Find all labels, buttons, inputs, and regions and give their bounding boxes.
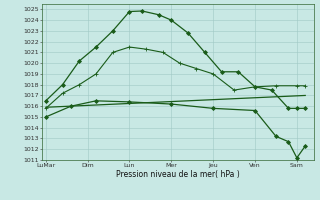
X-axis label: Pression niveau de la mer( hPa ): Pression niveau de la mer( hPa ) xyxy=(116,170,239,179)
